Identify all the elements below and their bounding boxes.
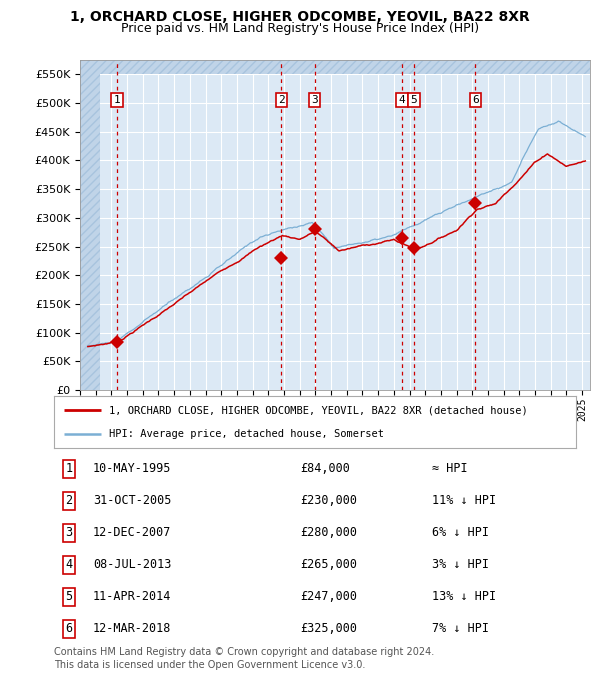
Text: £265,000: £265,000 (300, 558, 357, 571)
Text: HPI: Average price, detached house, Somerset: HPI: Average price, detached house, Some… (109, 429, 384, 439)
Text: £230,000: £230,000 (300, 494, 357, 507)
Text: 12-DEC-2007: 12-DEC-2007 (93, 526, 172, 539)
Text: 4: 4 (65, 558, 73, 571)
Bar (80, 60, 590, 74)
Text: 6: 6 (472, 95, 479, 105)
Text: 1: 1 (113, 95, 121, 105)
Text: 11% ↓ HPI: 11% ↓ HPI (432, 494, 496, 507)
Bar (80, 60, 100, 390)
Text: 1, ORCHARD CLOSE, HIGHER ODCOMBE, YEOVIL, BA22 8XR (detached house): 1, ORCHARD CLOSE, HIGHER ODCOMBE, YEOVIL… (109, 405, 527, 415)
Text: 4: 4 (398, 95, 406, 105)
Text: 5: 5 (410, 95, 418, 105)
Text: 3: 3 (311, 95, 318, 105)
Text: £280,000: £280,000 (300, 526, 357, 539)
Text: £247,000: £247,000 (300, 590, 357, 604)
Text: 13% ↓ HPI: 13% ↓ HPI (432, 590, 496, 604)
Text: 1: 1 (65, 462, 73, 475)
Text: 12-MAR-2018: 12-MAR-2018 (93, 622, 172, 636)
Text: ≈ HPI: ≈ HPI (432, 462, 467, 475)
Text: Contains HM Land Registry data © Crown copyright and database right 2024.: Contains HM Land Registry data © Crown c… (54, 647, 434, 658)
Text: 2: 2 (65, 494, 73, 507)
Text: 11-APR-2014: 11-APR-2014 (93, 590, 172, 604)
Text: 1, ORCHARD CLOSE, HIGHER ODCOMBE, YEOVIL, BA22 8XR: 1, ORCHARD CLOSE, HIGHER ODCOMBE, YEOVIL… (70, 10, 530, 24)
Text: 7% ↓ HPI: 7% ↓ HPI (432, 622, 489, 636)
Text: £84,000: £84,000 (300, 462, 350, 475)
Text: 08-JUL-2013: 08-JUL-2013 (93, 558, 172, 571)
Text: Price paid vs. HM Land Registry's House Price Index (HPI): Price paid vs. HM Land Registry's House … (121, 22, 479, 35)
Text: This data is licensed under the Open Government Licence v3.0.: This data is licensed under the Open Gov… (54, 660, 365, 670)
Text: £325,000: £325,000 (300, 622, 357, 636)
Text: 5: 5 (65, 590, 73, 604)
Text: 2: 2 (278, 95, 285, 105)
Text: 3: 3 (65, 526, 73, 539)
Text: 31-OCT-2005: 31-OCT-2005 (93, 494, 172, 507)
Text: 6: 6 (65, 622, 73, 636)
Text: 6% ↓ HPI: 6% ↓ HPI (432, 526, 489, 539)
Text: 3% ↓ HPI: 3% ↓ HPI (432, 558, 489, 571)
Text: 10-MAY-1995: 10-MAY-1995 (93, 462, 172, 475)
